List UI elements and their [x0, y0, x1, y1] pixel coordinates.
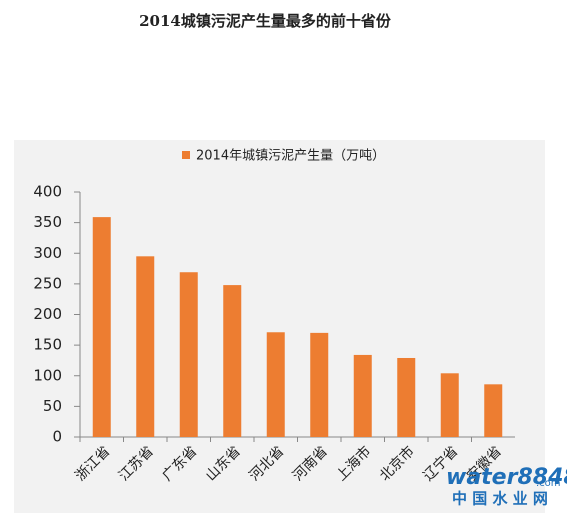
- y-tick-label: 200: [33, 305, 62, 323]
- y-tick-label: 350: [33, 213, 62, 231]
- y-tick-label: 0: [52, 428, 62, 446]
- y-tick-label: 100: [33, 366, 62, 384]
- y-tick-label: 150: [33, 336, 62, 354]
- y-tick-label: 250: [33, 274, 62, 292]
- bar: [266, 332, 285, 437]
- bar: [92, 217, 111, 437]
- bar: [179, 272, 198, 437]
- bar: [310, 332, 329, 437]
- watermark-name: 中 国 水 业 网: [452, 490, 548, 508]
- bar: [136, 256, 155, 437]
- bar: [223, 285, 242, 437]
- watermark: water8848 .com 中 国 水 业 网: [446, 465, 567, 508]
- y-tick-label: 50: [43, 397, 62, 415]
- legend-label: 2014年城镇污泥产生量（万吨）: [196, 149, 385, 164]
- bar: [440, 373, 459, 437]
- bar: [484, 384, 503, 437]
- watermark-suffix: .com: [536, 478, 561, 489]
- chart-title: 2014城镇污泥产生量最多的前十省份: [139, 12, 392, 30]
- watermark-brand: water8848: [446, 465, 567, 490]
- bar: [353, 354, 372, 437]
- legend-swatch: [182, 151, 190, 159]
- bar: [397, 357, 416, 437]
- y-tick-label: 400: [33, 183, 62, 201]
- y-tick-label: 300: [33, 244, 62, 262]
